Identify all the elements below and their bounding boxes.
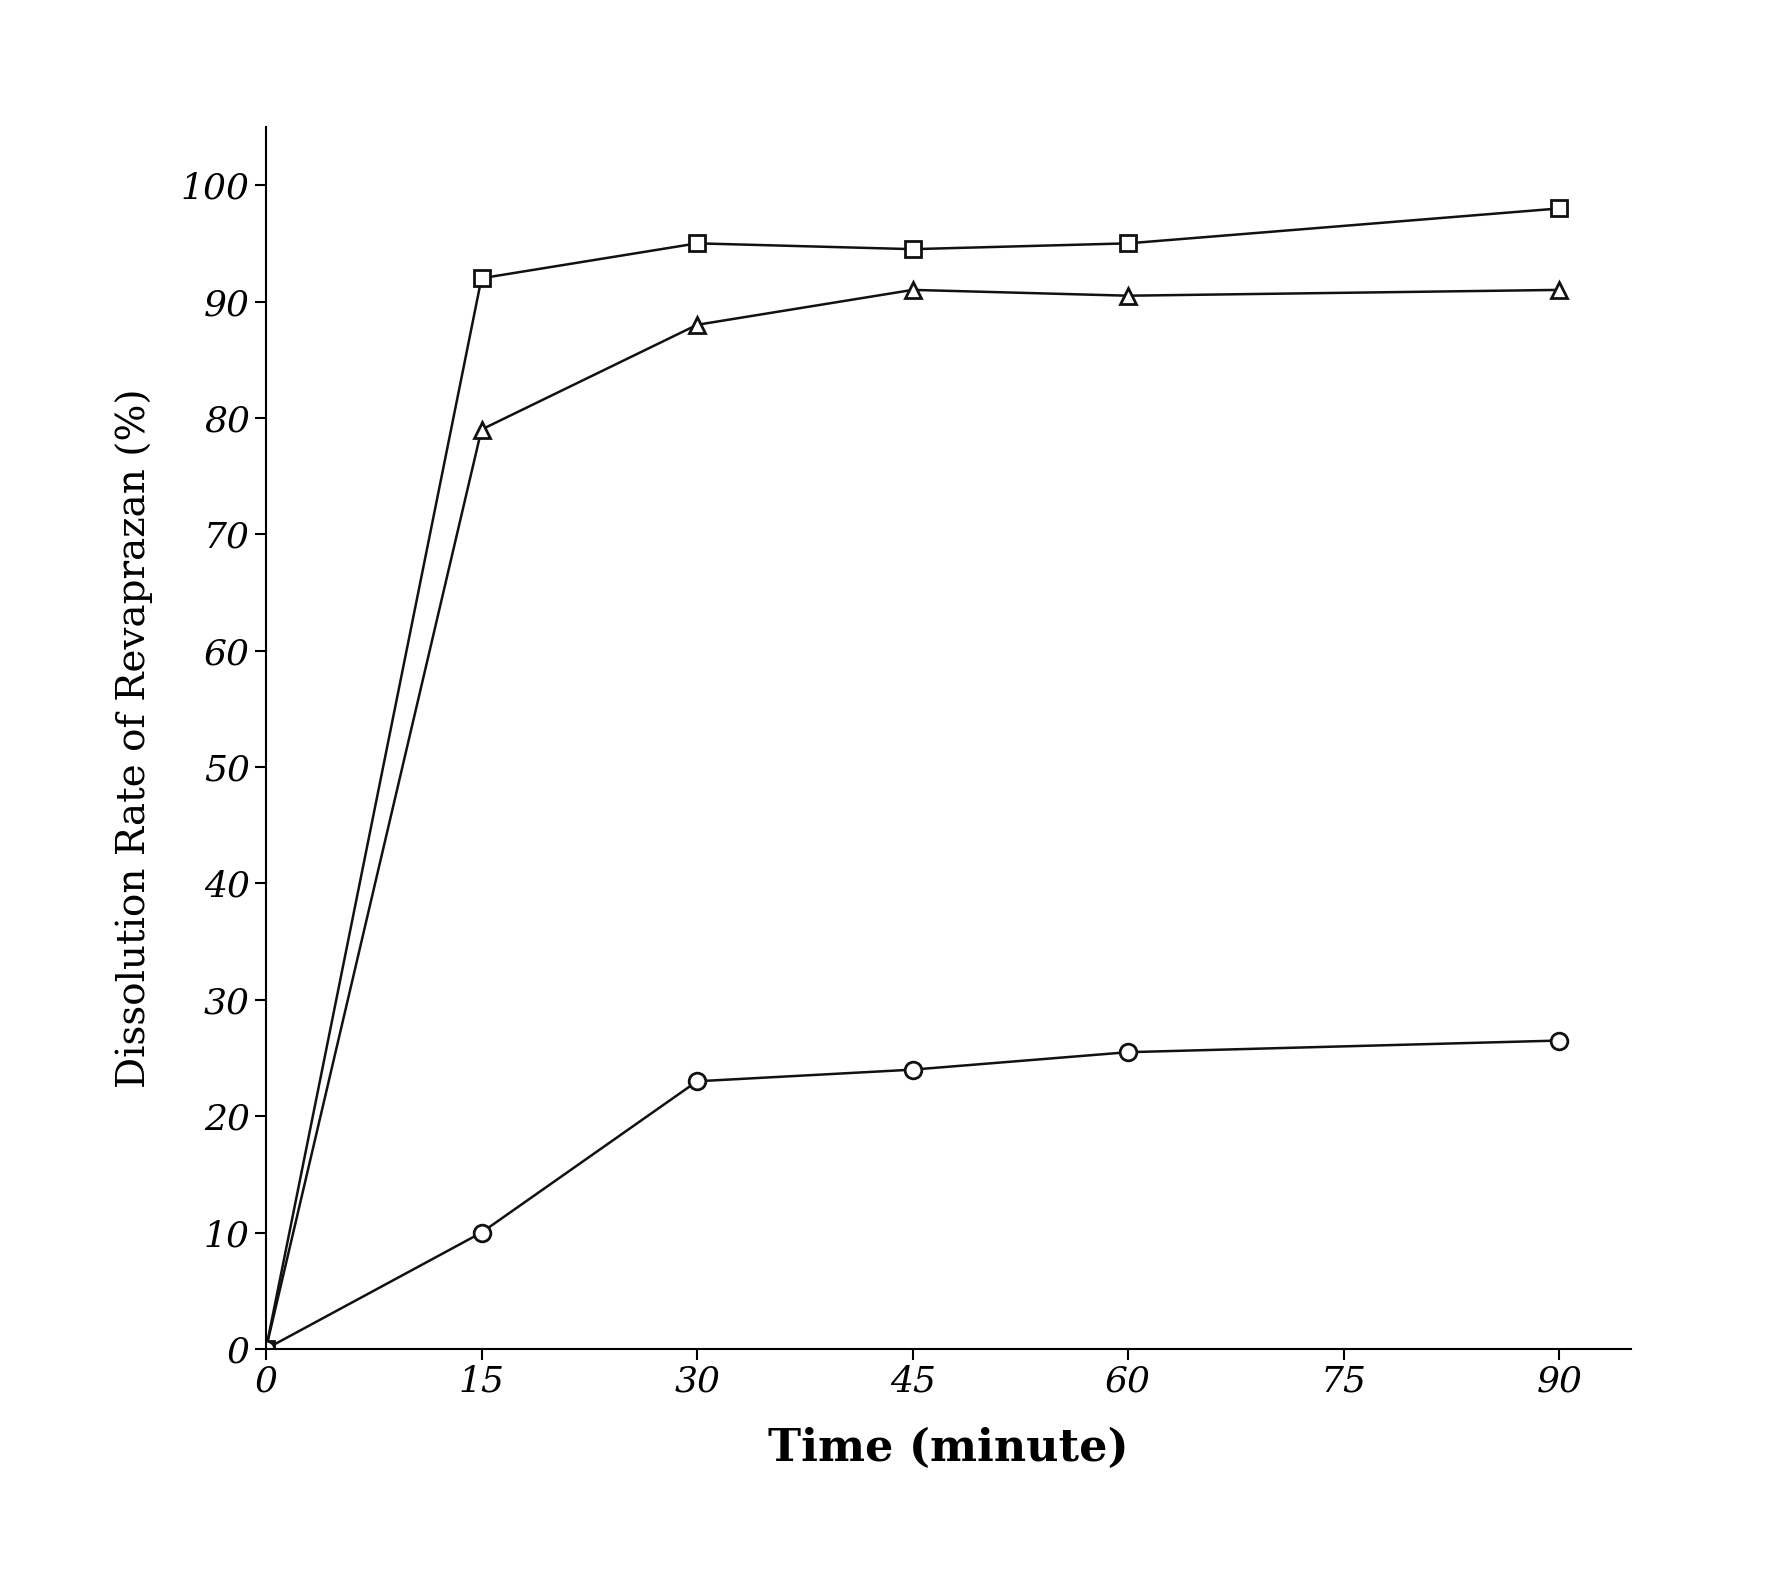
Y-axis label: Dissolution Rate of Revaprazan (%): Dissolution Rate of Revaprazan (%) (115, 389, 152, 1087)
X-axis label: Time (minute): Time (minute) (768, 1427, 1129, 1470)
